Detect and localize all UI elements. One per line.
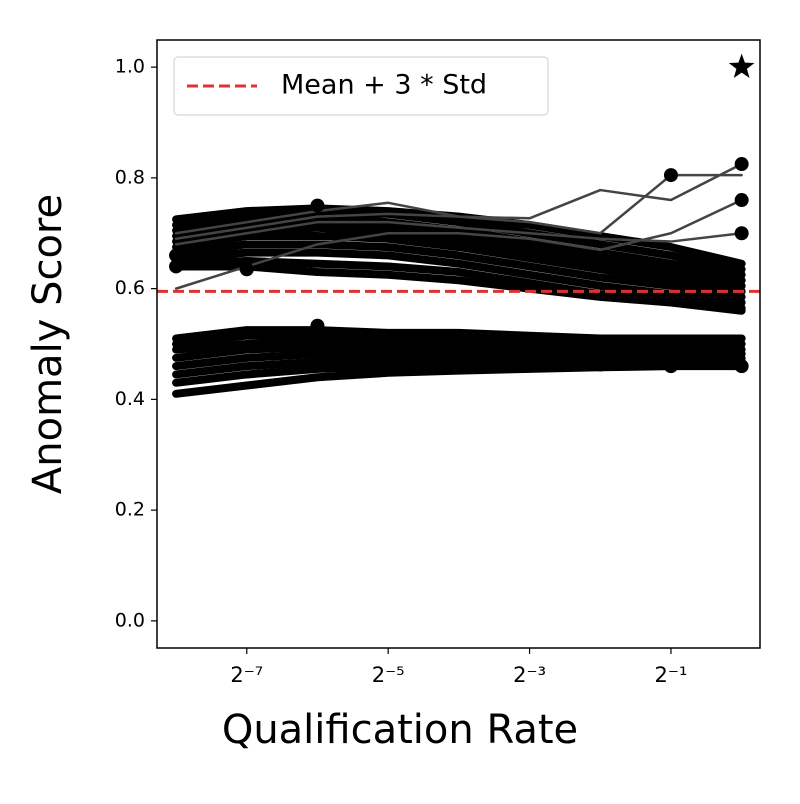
- marker: [734, 157, 749, 172]
- marker: [310, 198, 325, 213]
- series-line: [172, 240, 746, 301]
- y-tick-label: 1.0: [115, 56, 145, 78]
- marker: [663, 359, 678, 374]
- marker: [169, 259, 184, 274]
- x-tick-label: 2⁻³: [513, 663, 546, 687]
- y-tick-label: 0.6: [115, 277, 145, 299]
- marker: [734, 193, 749, 208]
- marker: [169, 248, 184, 263]
- series-line: [172, 207, 746, 274]
- x-tick-label: 2⁻⁵: [372, 663, 405, 687]
- series-line: [172, 342, 746, 362]
- marker: [734, 226, 749, 241]
- series-line: [174, 198, 743, 290]
- series-line: [172, 232, 746, 296]
- y-tick-label: 0.8: [115, 166, 145, 188]
- marker: [593, 357, 608, 372]
- series-line: [172, 326, 746, 343]
- series-line: [174, 173, 743, 241]
- series-line: [172, 331, 746, 348]
- legend-box: [173, 56, 549, 116]
- series-line: [172, 349, 746, 371]
- star-marker: [728, 53, 755, 79]
- marker: [734, 359, 749, 374]
- marker: [239, 262, 254, 277]
- y-tick-label: 0.4: [115, 388, 145, 410]
- y-tick-label: 0.0: [115, 609, 145, 631]
- legend-label: Mean + 3 * Std: [281, 70, 487, 101]
- marker: [663, 168, 678, 183]
- x-tick-label: 2⁻¹: [655, 663, 688, 687]
- marker: [522, 357, 537, 372]
- x-axis-label: Qualification Rate: [222, 707, 578, 753]
- plot-frame: [156, 39, 761, 649]
- series-line: [172, 262, 746, 315]
- y-tick-label: 0.2: [115, 499, 145, 521]
- marker: [310, 318, 325, 333]
- x-tick-label: 2⁻⁷: [230, 663, 263, 687]
- y-axis-label: Anomaly Score: [25, 194, 71, 494]
- series-line: [174, 220, 743, 246]
- series-line: [172, 362, 746, 398]
